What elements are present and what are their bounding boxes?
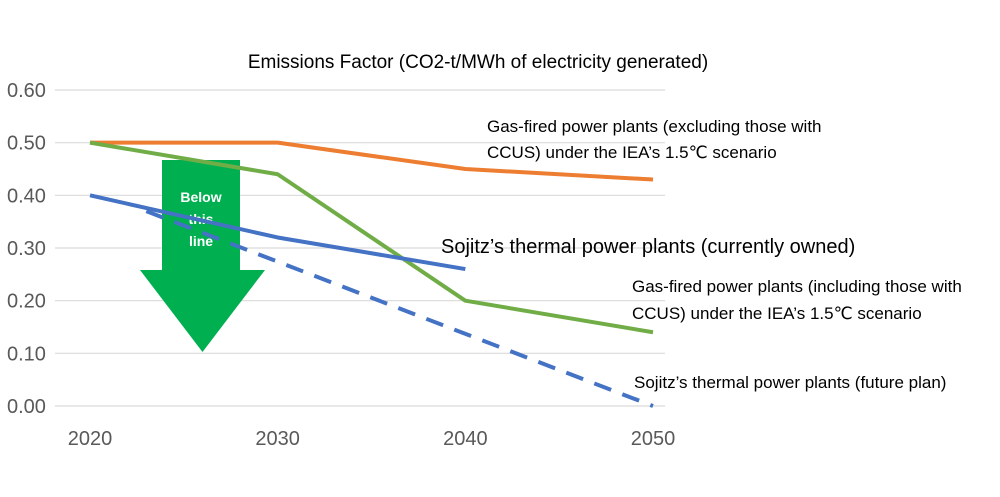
y-axis-ticks: 0.00 0.10 0.20 0.30 0.40 0.50 0.60 xyxy=(7,80,46,418)
arrow-shape xyxy=(140,160,265,352)
series-label: CCUS) under the IEA’s 1.5℃ scenario xyxy=(487,143,777,162)
series-label: Gas-fired power plants (excluding those … xyxy=(487,117,822,136)
series-line xyxy=(89,193,466,272)
series-label: Sojitz’s thermal power plants (currently… xyxy=(441,236,855,258)
x-tick-label: 2020 xyxy=(68,428,113,450)
y-tick-label: 0.40 xyxy=(7,185,46,207)
chart-title: Emissions Factor (CO2-t/MWh of electrici… xyxy=(248,52,708,73)
x-axis-ticks: 2020 2030 2040 2050 xyxy=(68,428,676,450)
y-tick-label: 0.00 xyxy=(7,396,46,418)
x-tick-label: 2040 xyxy=(443,428,488,450)
y-tick-label: 0.50 xyxy=(7,133,46,155)
series-line xyxy=(145,209,654,408)
arrow-label: Below xyxy=(180,189,221,205)
arrow-label: line xyxy=(189,233,213,249)
series-labels: Gas-fired power plants (excluding those … xyxy=(441,117,962,392)
series-line xyxy=(89,140,654,335)
x-tick-label: 2030 xyxy=(255,428,300,450)
series-label: Gas-fired power plants (including those … xyxy=(632,277,962,296)
y-tick-label: 0.60 xyxy=(7,80,46,102)
series-line xyxy=(90,140,654,182)
series-lines xyxy=(89,140,654,408)
x-tick-label: 2050 xyxy=(631,428,676,450)
series-label: CCUS) under the IEA’s 1.5℃ scenario xyxy=(632,304,922,323)
y-tick-label: 0.10 xyxy=(7,343,46,365)
y-tick-label: 0.30 xyxy=(7,238,46,260)
series-label: Sojitz’s thermal power plants (future pl… xyxy=(634,373,946,392)
y-tick-label: 0.20 xyxy=(7,291,46,313)
